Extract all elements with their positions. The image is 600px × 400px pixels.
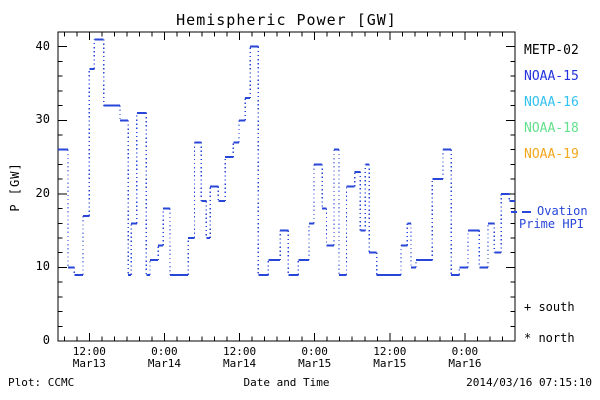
x-tick-time: 12:00 xyxy=(373,345,407,358)
x-tick-time: 0:00 xyxy=(151,345,178,358)
marker-north: * north xyxy=(524,331,575,345)
axes-and-series xyxy=(57,31,516,342)
legend-item-metp-02: METP-02 xyxy=(524,43,579,58)
x-tick-date: Mar15 xyxy=(298,357,332,370)
x-tick-time: 0:00 xyxy=(301,345,328,358)
x-tick-date: Mar13 xyxy=(72,357,106,370)
x-tick-label: 12:00 Mar14 xyxy=(205,346,275,370)
x-tick-date: Mar14 xyxy=(147,357,181,370)
x-tick-time: 0:00 xyxy=(451,345,479,358)
y-tick-label: 0 xyxy=(42,333,50,347)
x-tick-date: Mar16 xyxy=(448,357,482,370)
line-sample-dash xyxy=(511,210,517,213)
x-tick-label: 0:00 Mar16 xyxy=(430,346,500,370)
legend-item-noaa-18: NOAA-18 xyxy=(524,121,579,136)
x-tick-date: Mar15 xyxy=(373,357,407,370)
line-style-note: Ovation Prime HPI xyxy=(511,205,588,231)
x-tick-label: 0:00 Mar15 xyxy=(280,346,350,370)
line-note-row1: Ovation xyxy=(511,205,588,218)
y-tick-label: 20 xyxy=(35,185,50,200)
legend-item-noaa-19: NOAA-19 xyxy=(524,147,579,162)
line-note-text1: Ovation xyxy=(537,204,588,218)
chart-title: Hemispheric Power [GW] xyxy=(176,11,397,29)
footer-plot-source: Plot: CCMC xyxy=(8,376,75,389)
footer-timestamp: 2014/03/16 07:15:10 xyxy=(466,376,592,389)
y-tick-label: 40 xyxy=(35,38,50,53)
plot-frame xyxy=(57,31,516,342)
legend-item-noaa-16: NOAA-16 xyxy=(524,95,579,110)
x-tick-label: 12:00 Mar13 xyxy=(54,346,124,370)
x-tick-time: 12:00 xyxy=(72,345,106,358)
marker-south: + south xyxy=(524,300,575,314)
legend-item-noaa-15: NOAA-15 xyxy=(524,69,579,84)
line-sample-dash xyxy=(522,210,531,213)
y-tick-label: 30 xyxy=(35,112,50,127)
x-tick-date: Mar14 xyxy=(222,357,257,370)
x-tick-time: 12:00 xyxy=(222,345,257,358)
x-tick-label: 12:00 Mar15 xyxy=(355,346,425,370)
x-tick-label: 0:00 Mar14 xyxy=(129,346,199,370)
x-axis-label: Date and Time xyxy=(243,376,330,389)
line-note-text2: Prime HPI xyxy=(519,217,585,231)
y-tick-label: 10 xyxy=(35,259,50,274)
